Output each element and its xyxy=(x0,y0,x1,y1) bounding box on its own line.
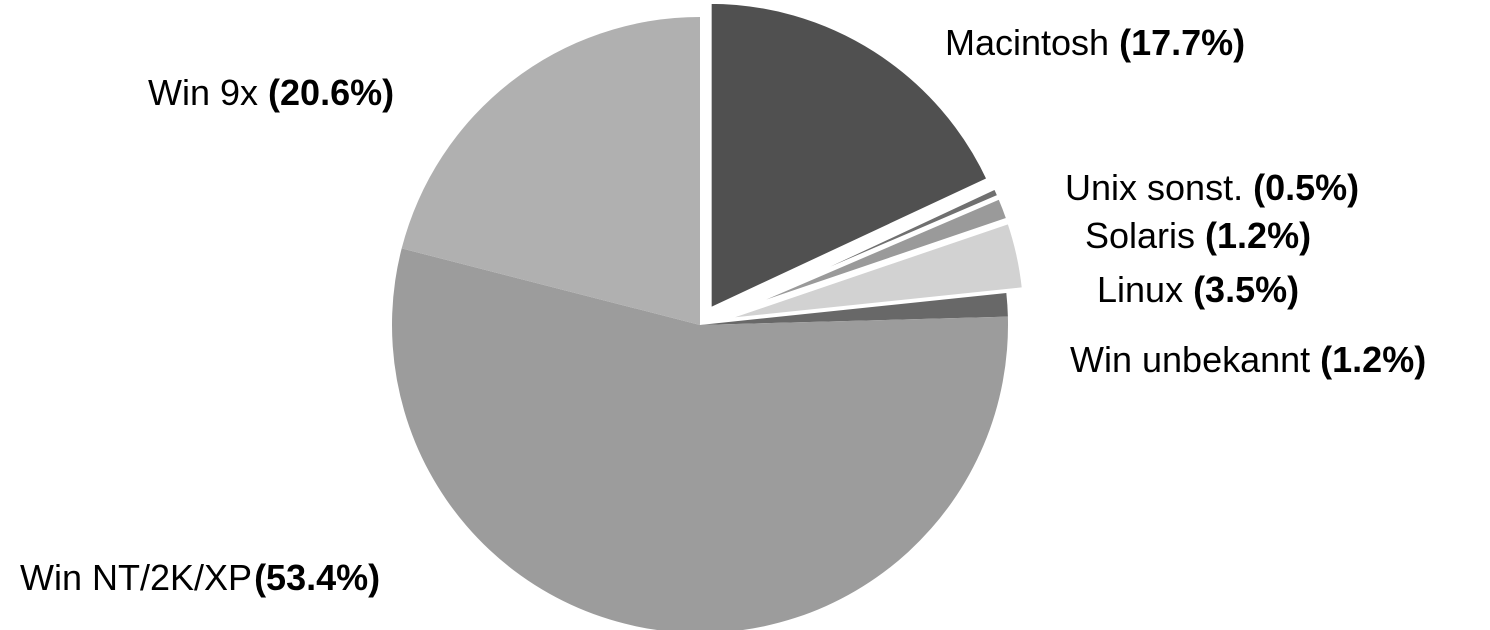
slice-label: Macintosh (17.7%) xyxy=(945,22,1245,63)
slice-name: Macintosh xyxy=(945,22,1109,63)
pie-slice xyxy=(700,293,1008,325)
slice-label: Win unbekannt (1.2%) xyxy=(1070,339,1426,380)
slice-label: Unix sonst. (0.5%) xyxy=(1065,167,1359,208)
slice-value: (17.7%) xyxy=(1119,22,1245,63)
pie-slice xyxy=(392,248,1008,630)
slice-name: Win 9x xyxy=(148,72,258,113)
slice-label: Win NT/2K/XP(53.4%) xyxy=(20,557,380,598)
pie-slice xyxy=(716,219,1027,324)
slice-value: (53.4%) xyxy=(254,557,380,598)
pie-slice xyxy=(401,17,700,325)
slice-label: Linux (3.5%) xyxy=(1097,269,1299,310)
slice-name: Unix sonst. xyxy=(1065,167,1243,208)
slice-label: Solaris (1.2%) xyxy=(1085,215,1311,256)
slice-name: Win NT/2K/XP xyxy=(20,557,252,598)
slice-name: Linux xyxy=(1097,269,1183,310)
slice-value: (3.5%) xyxy=(1193,269,1299,310)
slice-name: Win unbekannt xyxy=(1070,339,1310,380)
slice-label: Win 9x (20.6%) xyxy=(148,72,394,113)
pie-slice xyxy=(707,0,992,313)
pie-slice xyxy=(716,194,1011,321)
slice-value: (20.6%) xyxy=(268,72,394,113)
slice-value: (1.2%) xyxy=(1205,215,1311,256)
slice-name: Solaris xyxy=(1085,215,1195,256)
slice-value: (1.2%) xyxy=(1320,339,1426,380)
slice-value: (0.5%) xyxy=(1253,167,1359,208)
